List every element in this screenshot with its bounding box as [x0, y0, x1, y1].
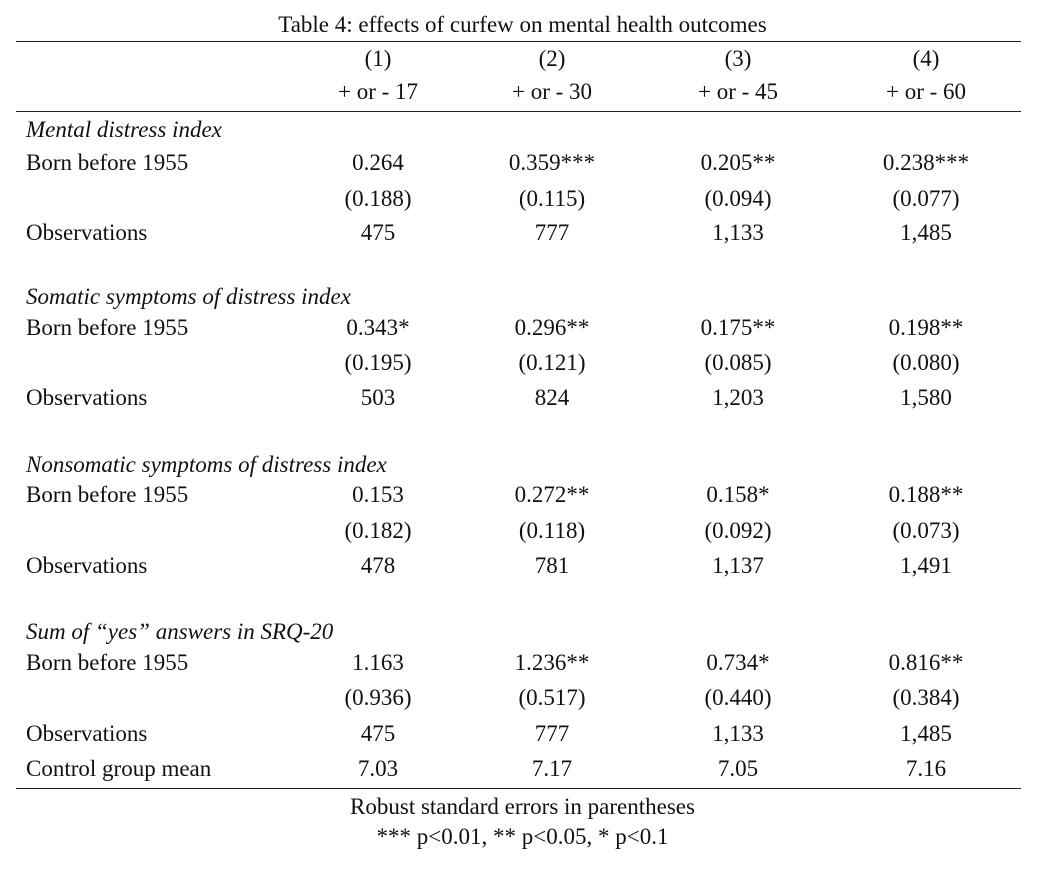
row-label-coef: Born before 1955	[26, 650, 189, 675]
se-cell: (0.188)	[344, 186, 412, 211]
row-label-obs: Observations	[26, 385, 148, 410]
coef-cell: 0.264	[352, 150, 404, 175]
row-label-obs: Observations	[26, 721, 148, 746]
section-title: Somatic symptoms of distress index	[26, 284, 351, 309]
obs-cell: 1,485	[900, 220, 952, 245]
table-note-significance: *** p<0.01, ** p<0.05, * p<0.1	[376, 824, 669, 849]
column-window-1: + or - 17	[337, 79, 419, 104]
se-cell: (0.077)	[892, 186, 960, 211]
row-label-obs: Observations	[26, 553, 148, 578]
se-cell: (0.094)	[704, 186, 772, 211]
se-cell: (0.073)	[892, 518, 960, 543]
obs-cell: 777	[534, 220, 570, 245]
coef-cell: 0.153	[352, 482, 404, 507]
se-cell: (0.384)	[892, 685, 960, 710]
obs-cell: 475	[360, 721, 396, 746]
se-cell: (0.092)	[704, 518, 772, 543]
se-cell: (0.936)	[344, 685, 412, 710]
coef-cell: 0.296**	[514, 315, 590, 340]
se-cell: (0.118)	[518, 518, 586, 543]
bottom-rule	[16, 788, 1021, 789]
coef-cell: 0.816**	[888, 650, 964, 675]
control-mean-cell: 7.17	[531, 756, 573, 781]
row-label-coef: Born before 1955	[26, 150, 189, 175]
obs-cell: 777	[534, 721, 570, 746]
column-window-3: + or - 45	[697, 79, 779, 104]
se-cell: (0.517)	[518, 685, 586, 710]
column-window-2: + or - 30	[511, 79, 593, 104]
coef-cell: 1.163	[352, 650, 404, 675]
coef-cell: 0.175**	[700, 315, 776, 340]
coef-cell: 0.272**	[514, 482, 590, 507]
coef-cell: 0.734*	[706, 650, 770, 675]
control-mean-cell: 7.05	[717, 756, 759, 781]
table-note-se: Robust standard errors in parentheses	[350, 794, 695, 819]
obs-cell: 1,203	[712, 385, 764, 410]
column-number-3: (3)	[724, 46, 752, 71]
header-rule	[16, 111, 1021, 112]
row-label-control-mean: Control group mean	[26, 756, 212, 781]
row-label-coef: Born before 1955	[26, 482, 189, 507]
section-title: Sum of “yes” answers in SRQ-20	[26, 619, 334, 644]
obs-cell: 475	[360, 220, 396, 245]
obs-cell: 781	[534, 553, 570, 578]
obs-cell: 1,491	[900, 553, 952, 578]
coef-cell: 0.158*	[706, 482, 770, 507]
coef-cell: 0.238***	[882, 150, 970, 175]
row-label-coef: Born before 1955	[26, 315, 189, 340]
row-label-obs: Observations	[26, 220, 148, 245]
control-mean-cell: 7.03	[357, 756, 399, 781]
section-title: Mental distress index	[26, 117, 222, 142]
coef-cell: 0.188**	[888, 482, 964, 507]
obs-cell: 1,137	[712, 553, 764, 578]
column-number-4: (4)	[912, 46, 940, 71]
column-number-2: (2)	[538, 46, 566, 71]
control-mean-cell: 7.16	[905, 756, 947, 781]
obs-cell: 503	[360, 385, 396, 410]
coef-cell: 1.236**	[514, 650, 590, 675]
coef-cell: 0.343*	[346, 315, 410, 340]
column-window-4: + or - 60	[885, 79, 967, 104]
se-cell: (0.182)	[344, 518, 412, 543]
obs-cell: 478	[360, 553, 396, 578]
se-cell: (0.440)	[704, 685, 772, 710]
coef-cell: 0.359***	[508, 150, 596, 175]
se-cell: (0.195)	[344, 350, 412, 375]
table-caption: Table 4: effects of curfew on mental hea…	[278, 12, 767, 37]
obs-cell: 1,485	[900, 721, 952, 746]
coef-cell: 0.198**	[888, 315, 964, 340]
se-cell: (0.115)	[518, 186, 586, 211]
se-cell: (0.121)	[518, 350, 586, 375]
obs-cell: 1,133	[712, 721, 764, 746]
obs-cell: 824	[534, 385, 570, 410]
se-cell: (0.080)	[892, 350, 960, 375]
coef-cell: 0.205**	[700, 150, 776, 175]
top-rule	[16, 41, 1021, 42]
section-title: Nonsomatic symptoms of distress index	[26, 452, 387, 477]
se-cell: (0.085)	[704, 350, 772, 375]
column-number-1: (1)	[364, 46, 392, 71]
obs-cell: 1,133	[712, 220, 764, 245]
obs-cell: 1,580	[900, 385, 952, 410]
